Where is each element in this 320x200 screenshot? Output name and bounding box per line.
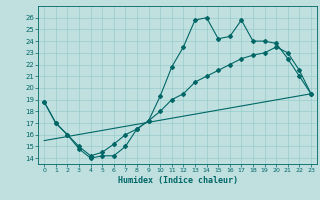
X-axis label: Humidex (Indice chaleur): Humidex (Indice chaleur) <box>118 176 238 185</box>
